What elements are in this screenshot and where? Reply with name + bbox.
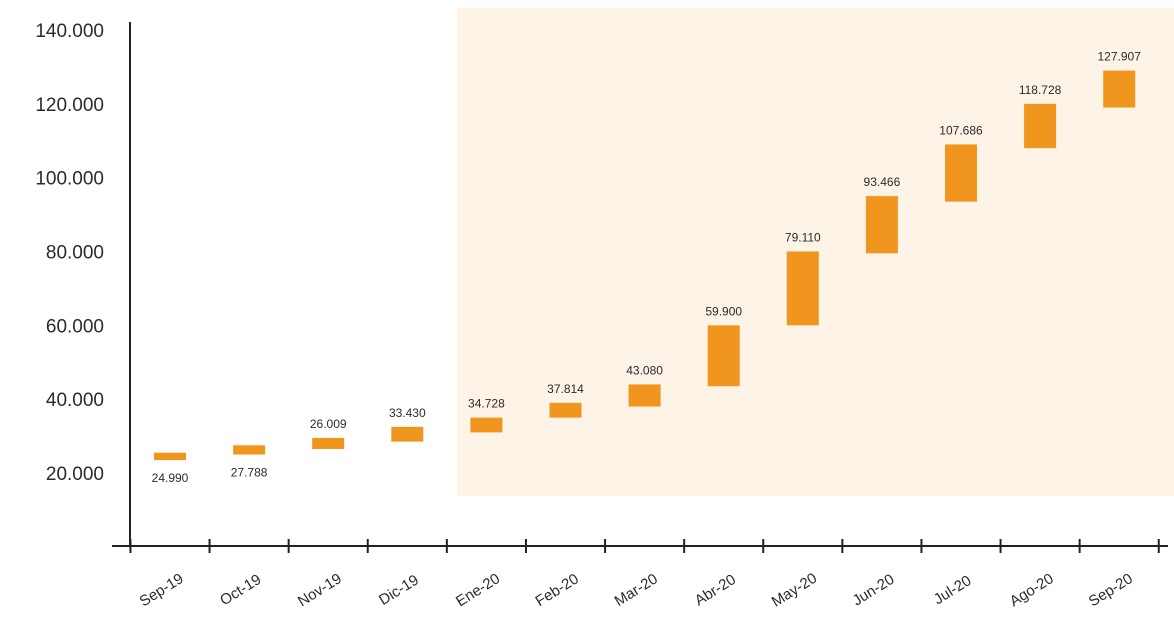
waterfall-bar bbox=[707, 325, 740, 387]
y-tick-label: 80.000 bbox=[46, 243, 104, 264]
waterfall-bar bbox=[628, 384, 661, 407]
x-tick-label: Ene-20 bbox=[453, 570, 503, 610]
x-tick-label: Sep-19 bbox=[137, 570, 187, 610]
data-label: 93.466 bbox=[864, 175, 901, 189]
y-tick-label: 140.000 bbox=[35, 21, 104, 42]
x-tick-label: Sep-20 bbox=[1086, 570, 1136, 610]
y-tick-label: 100.000 bbox=[35, 169, 104, 190]
data-label: 127.907 bbox=[1098, 50, 1142, 64]
x-tick-label: Oct-19 bbox=[217, 571, 264, 609]
y-tick-label: 40.000 bbox=[46, 390, 104, 411]
data-label: 79.110 bbox=[785, 231, 821, 245]
x-tick-label: Nov-19 bbox=[295, 570, 345, 610]
x-tick-label: Feb-20 bbox=[532, 570, 581, 610]
data-label: 118.728 bbox=[1019, 83, 1062, 97]
data-label: 37.814 bbox=[547, 382, 584, 396]
x-tick-label: Abr-20 bbox=[692, 571, 739, 609]
waterfall-bar bbox=[312, 437, 345, 450]
data-label: 34.728 bbox=[468, 397, 505, 411]
data-label: 26.009 bbox=[310, 417, 347, 431]
y-tick-label: 60.000 bbox=[46, 316, 104, 337]
waterfall-bar bbox=[786, 251, 819, 326]
x-tick-label: Jul-20 bbox=[931, 572, 975, 608]
waterfall-bar bbox=[233, 445, 266, 455]
waterfall-bar bbox=[391, 426, 424, 442]
waterfall-bar bbox=[945, 144, 977, 202]
data-label: 43.080 bbox=[626, 363, 663, 377]
data-label: 107.686 bbox=[939, 123, 983, 137]
data-label: 27.788 bbox=[231, 466, 268, 480]
x-tick-label: May-20 bbox=[769, 570, 820, 611]
data-label: 24.990 bbox=[152, 471, 189, 485]
waterfall-bar bbox=[1024, 103, 1057, 149]
waterfall-bar bbox=[154, 452, 186, 461]
x-tick-label: Jun-20 bbox=[850, 571, 898, 610]
y-tick-label: 20.000 bbox=[46, 464, 104, 485]
waterfall-bar bbox=[1103, 70, 1136, 108]
waterfall-bar bbox=[470, 417, 503, 433]
data-label: 33.430 bbox=[389, 406, 426, 420]
waterfall-bar bbox=[549, 402, 582, 418]
x-tick-label: Mar-20 bbox=[612, 570, 661, 610]
waterfall-bar bbox=[865, 196, 898, 254]
x-tick-label: Dic-19 bbox=[376, 571, 422, 608]
y-tick-label: 120.000 bbox=[35, 95, 104, 116]
x-tick-label: Ago-20 bbox=[1007, 570, 1057, 610]
data-label: 59.900 bbox=[705, 304, 742, 318]
